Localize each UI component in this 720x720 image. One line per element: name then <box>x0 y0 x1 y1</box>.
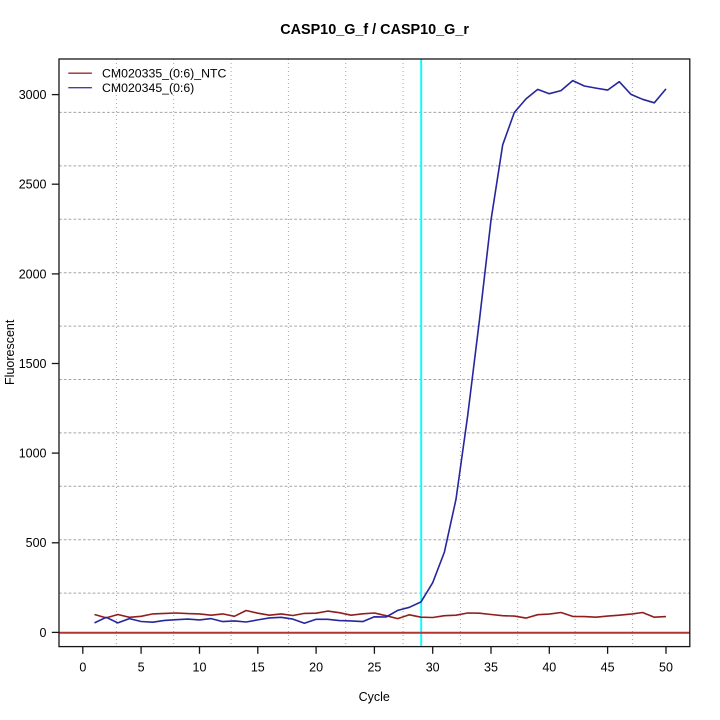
svg-text:2000: 2000 <box>19 267 47 281</box>
svg-text:500: 500 <box>26 536 47 550</box>
svg-text:5: 5 <box>138 661 145 675</box>
svg-text:35: 35 <box>484 661 498 675</box>
svg-text:45: 45 <box>601 661 615 675</box>
svg-text:25: 25 <box>367 661 381 675</box>
svg-text:1000: 1000 <box>19 447 47 461</box>
svg-text:3000: 3000 <box>19 88 47 102</box>
svg-text:Cycle: Cycle <box>359 690 390 704</box>
svg-text:CASP10_G_f / CASP10_G_r: CASP10_G_f / CASP10_G_r <box>280 22 469 38</box>
svg-text:Fluorescent: Fluorescent <box>3 319 17 385</box>
svg-text:50: 50 <box>659 661 673 675</box>
svg-text:0: 0 <box>79 661 86 675</box>
svg-text:40: 40 <box>542 661 556 675</box>
svg-text:10: 10 <box>193 661 207 675</box>
svg-text:CM020335_(0:6)_NTC: CM020335_(0:6)_NTC <box>102 66 227 80</box>
svg-text:CM020345_(0:6): CM020345_(0:6) <box>102 81 194 95</box>
svg-text:30: 30 <box>426 661 440 675</box>
svg-text:1500: 1500 <box>19 357 47 371</box>
svg-text:0: 0 <box>40 626 47 640</box>
svg-text:2500: 2500 <box>19 178 47 192</box>
svg-text:20: 20 <box>309 661 323 675</box>
svg-text:15: 15 <box>251 661 265 675</box>
